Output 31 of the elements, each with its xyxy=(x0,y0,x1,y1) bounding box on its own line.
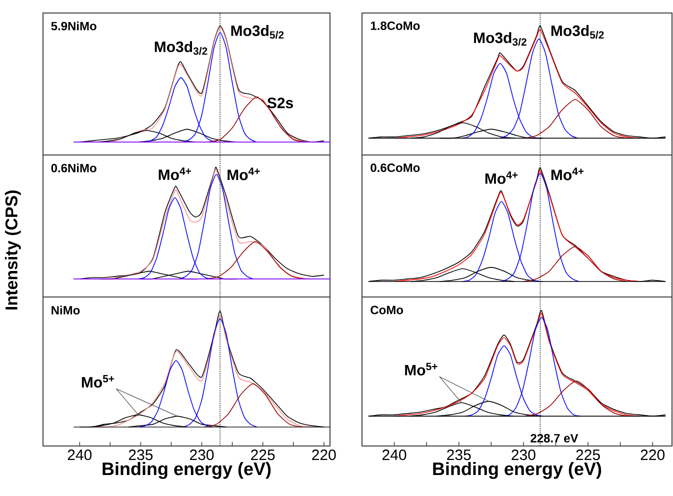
annotation: Mo$^{4+}$ xyxy=(228,168,260,180)
x-tick-label: 220 xyxy=(312,450,336,460)
x-tick-label: 240 xyxy=(382,450,406,460)
annotation: Mo3d$_{5/2}$ xyxy=(551,25,604,39)
y-axis-title: Intensity (CPS) xyxy=(4,190,21,310)
annotation: Mo$^{5+}$ xyxy=(82,375,114,388)
annotation: Mo3d$_{3/2}$ xyxy=(154,41,208,55)
chart-title: CoMo xyxy=(370,306,404,314)
chart-title: 1.8CoMo xyxy=(370,22,420,30)
annotation: Mo$^{4+}$ xyxy=(485,171,518,184)
x-tick-label: 230 xyxy=(190,450,214,460)
chart-title: 0.6CoMo xyxy=(370,164,420,172)
annotation: Mo$^{4+}$ xyxy=(551,168,584,180)
chart-title: 0.6NiMo xyxy=(51,164,96,172)
annotation: Mo$^{5+}$ xyxy=(405,362,438,376)
x-axis-title: Binding energy (eV) xyxy=(433,462,602,479)
x-tick-label: 240 xyxy=(68,450,92,460)
ref-line-label: 228.7 eV xyxy=(530,434,578,442)
x-axis-title: Binding energy (eV) xyxy=(102,462,271,479)
annotation: Mo$^{4+}$ xyxy=(158,167,192,180)
x-tick-label: 225 xyxy=(576,450,600,460)
chart-title: 5.9NiMo xyxy=(51,22,96,30)
x-tick-label: 230 xyxy=(512,450,536,460)
x-tick-label: 225 xyxy=(251,450,275,460)
x-tick-label: 235 xyxy=(447,450,471,460)
annotation: Mo3d$_{3/2}$ xyxy=(474,32,526,46)
annotation: Mo3d$_{5/2}$ xyxy=(231,25,284,39)
x-tick-label: 235 xyxy=(128,450,153,460)
chart-title: NiMo xyxy=(52,306,80,315)
x-tick-label: 220 xyxy=(640,450,665,460)
annotation: S2s xyxy=(267,98,293,108)
